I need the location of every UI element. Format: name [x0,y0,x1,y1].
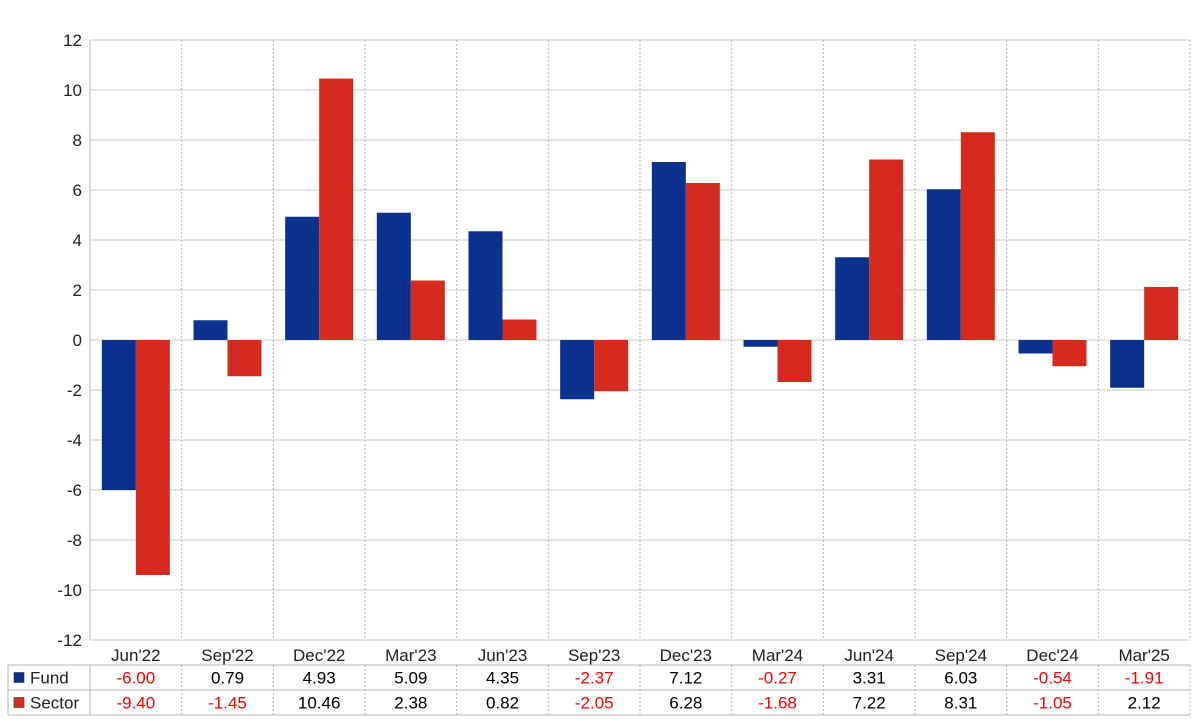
y-tick-label: 10 [63,81,82,100]
bar-fund [926,189,961,340]
table-value-sector: 2.38 [394,694,427,713]
bar-sector [1144,287,1179,340]
x-tick-label: Jun'23 [478,646,528,665]
x-tick-label: Mar'25 [1118,646,1169,665]
bar-sector [685,183,720,340]
table-value-sector: 10.46 [298,694,341,713]
table-value-sector: 2.12 [1128,694,1161,713]
table-value-sector: -9.40 [116,694,155,713]
bar-fund [1110,340,1145,388]
bar-sector [777,340,812,382]
x-tick-label: Dec'23 [660,646,712,665]
table-value-sector: -1.45 [208,694,247,713]
bar-fund [376,212,411,340]
table-value-sector: -2.05 [575,694,614,713]
bar-sector [410,280,445,340]
bar-fund [285,216,320,340]
table-value-sector: 6.28 [669,694,702,713]
bar-sector [135,340,170,575]
bar-sector [502,319,537,340]
table-value-sector: 8.31 [944,694,977,713]
y-tick-label: 4 [73,231,82,250]
bar-sector [319,78,354,340]
y-tick-label: 12 [63,31,82,50]
data-table: Fund -6.00 0.79 4.93 5.09 4.35 -2.37 7.12 -0.27 3… [7,664,1191,716]
table-value-fund: 4.93 [303,669,336,688]
y-tick-label: -2 [67,381,82,400]
bar-fund [835,257,870,340]
bar-fund [743,340,778,347]
bar-sector [960,132,995,340]
table-value-fund: -0.54 [1033,669,1072,688]
y-tick-label: -4 [67,431,82,450]
bar-sector [594,340,629,392]
table-value-fund: -1.91 [1125,669,1164,688]
x-axis-ticks: Jun'22 Sep'22 Dec'22 Mar'23 Jun'23 Sep'23 Dec'… [111,646,1170,665]
bar-fund [651,162,686,340]
y-axis-ticks: -12 -10 -8 -6 -4 -2 0 2 4 6 8 10 12 [57,31,82,650]
table-value-sector: -1.05 [1033,694,1072,713]
bar-fund [1018,340,1053,354]
x-tick-label: Jun'24 [844,646,894,665]
table-value-fund: 0.79 [211,669,244,688]
table-value-sector: 0.82 [486,694,519,713]
x-tick-label: Dec'24 [1026,646,1078,665]
x-tick-label: Dec'22 [293,646,345,665]
legend-label-fund: Fund [30,669,69,688]
y-tick-label: 6 [73,181,82,200]
legend-label-sector: Sector [30,694,79,713]
bar-fund [193,320,228,340]
legend-swatch-sector [13,697,25,708]
bars [101,78,1179,575]
bar-sector [1052,340,1087,367]
y-tick-label: 2 [73,281,82,300]
bar-sector [869,159,904,340]
table-value-sector: 7.22 [853,694,886,713]
x-tick-label: Mar'23 [385,646,436,665]
bar-fund [101,340,136,490]
bar-sector [227,340,262,377]
x-tick-label: Sep'23 [568,646,620,665]
table-value-sector: -1.68 [758,694,797,713]
x-tick-label: Jun'22 [111,646,161,665]
grid [89,39,1191,641]
y-tick-label: 0 [73,331,82,350]
table-value-fund: -0.27 [758,669,797,688]
legend-swatch-fund [13,672,25,683]
bar-fund [560,340,595,400]
x-tick-label: Mar'24 [752,646,803,665]
y-tick-label: -10 [57,581,82,600]
table-value-fund: -6.00 [116,669,155,688]
table-value-fund: 5.09 [394,669,427,688]
y-tick-label: -12 [57,631,82,650]
table-value-fund: -2.37 [575,669,614,688]
table-value-fund: 4.35 [486,669,519,688]
y-tick-label: -6 [67,481,82,500]
x-tick-label: Sep'24 [935,646,987,665]
table-value-fund: 7.12 [669,669,702,688]
table-value-fund: 6.03 [944,669,977,688]
bar-fund [468,231,503,340]
y-tick-label: -8 [67,531,82,550]
y-tick-label: 8 [73,131,82,150]
table-value-fund: 3.31 [853,669,886,688]
x-tick-label: Sep'22 [201,646,253,665]
